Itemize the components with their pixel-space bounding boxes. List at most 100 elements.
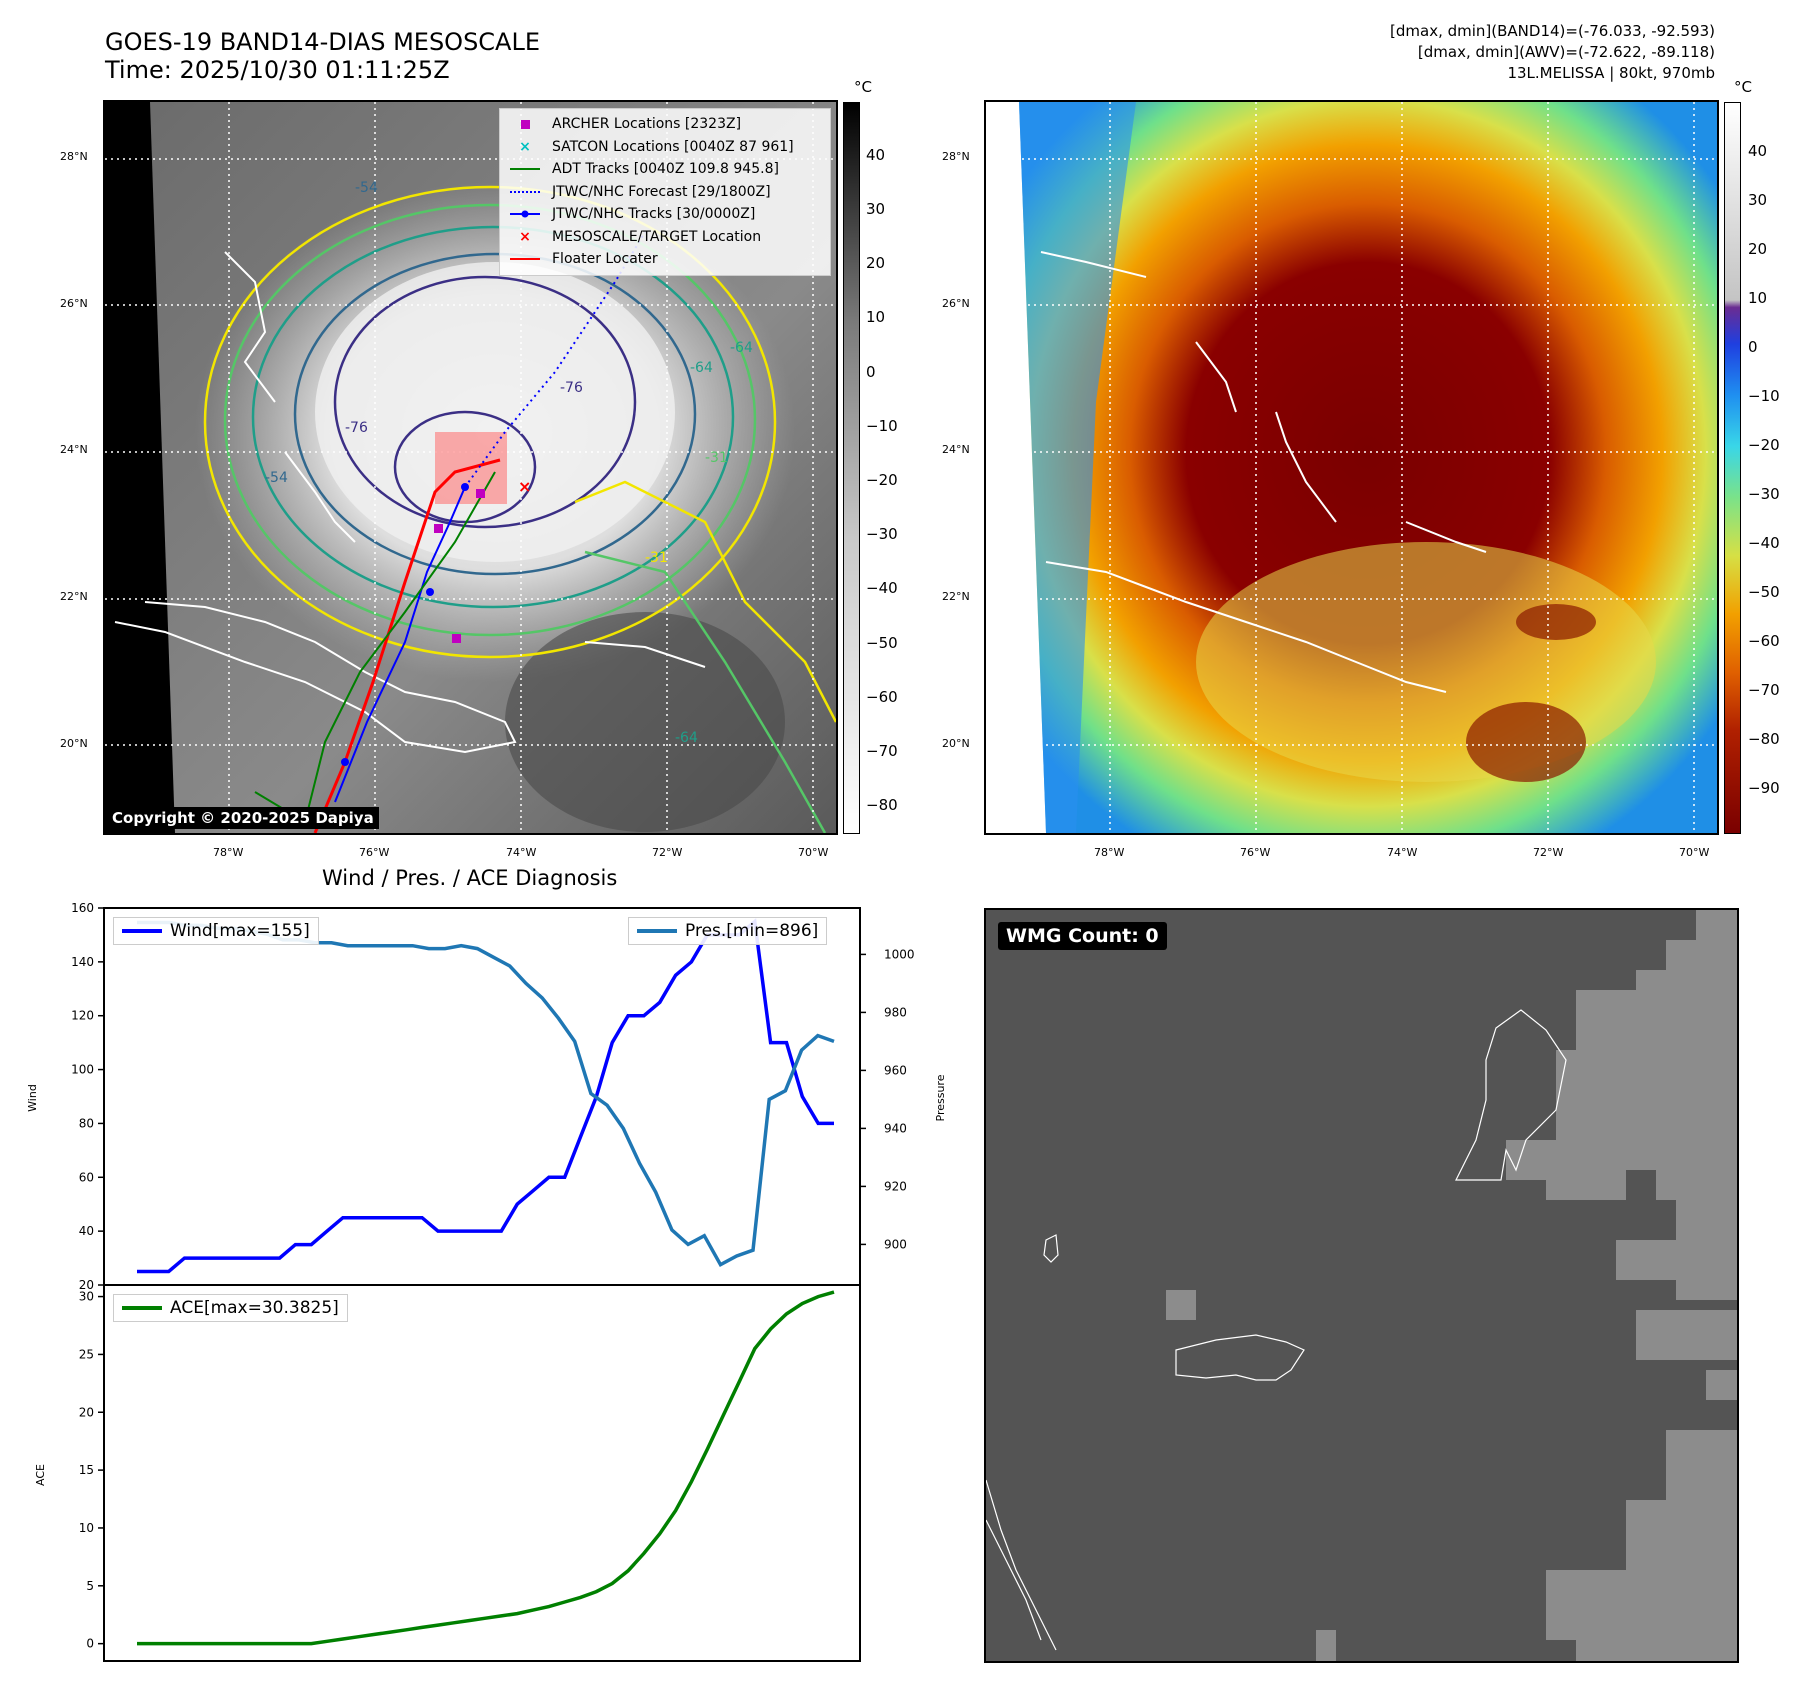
lon-tick-76: 76°W: [359, 846, 390, 859]
lcb-tick-m40: −40: [866, 579, 898, 597]
storm-info: 13L.MELISSA | 80kt, 970mb: [1507, 64, 1715, 82]
target-symbol: ×: [519, 228, 531, 245]
r-lon-tick-78: 78°W: [1094, 846, 1125, 859]
contour-labels: -54 -76 -64 -64 -76 -54 -31 -31 -64: [265, 180, 753, 746]
rcb-tick-m70: −70: [1748, 681, 1780, 699]
dias-map-panel[interactable]: [984, 100, 1719, 835]
figure-title: GOES-19 BAND14-DIAS MESOSCALE: [105, 28, 541, 56]
rcb-tick-20: 20: [1748, 240, 1768, 258]
wind-tick-label-120: 120: [71, 1009, 94, 1023]
right-colorbar-unit: °C: [1734, 78, 1752, 96]
dias-east-cell: [1516, 604, 1596, 640]
lcb-tick-m50: −50: [866, 634, 898, 652]
lcb-tick-30: 30: [866, 200, 886, 218]
contour-label-7: -31: [645, 550, 668, 566]
bahamas-coast-center: [284, 451, 356, 543]
rcb-tick-m60: −60: [1748, 632, 1780, 650]
ace-series-line: [137, 1290, 835, 1646]
wind-legend-swatch: [122, 929, 162, 933]
ace-y-ticks: 0 5 10 15 20 25 30: [79, 1290, 104, 1651]
lat-tick-28: 28°N: [60, 150, 88, 163]
lcb-tick-m20: −20: [866, 471, 898, 489]
lcb-tick-40: 40: [866, 146, 886, 164]
lon-tick-74: 74°W: [506, 846, 537, 859]
pressure-tick-label-960: 960: [884, 1063, 907, 1077]
contour-green: [223, 203, 757, 637]
ace-axes-frame: [103, 1284, 861, 1662]
stats-awv: [dmax, dmin](AWV)=(-72.622, -89.118): [1417, 43, 1715, 61]
contour-teal: [251, 225, 735, 609]
rcb-tick-m90: −90: [1748, 779, 1780, 797]
archer-point-1: [434, 524, 443, 533]
rcb-tick-m30: −30: [1748, 485, 1780, 503]
ace-legend-swatch: [122, 1306, 162, 1310]
r-lon-tick-76: 76°W: [1240, 846, 1271, 859]
dias-bahamas-2: [1275, 411, 1337, 523]
diagnosis-title: Wind / Pres. / ACE Diagnosis: [322, 866, 618, 890]
satcon-symbol: ×: [519, 138, 531, 155]
pressure-legend-swatch: [637, 929, 677, 933]
dias-florida-coast: [1040, 251, 1147, 278]
ace-legend-label: ACE[max=30.3825]: [170, 1298, 339, 1318]
wmg-coast-west-1: [986, 1479, 1057, 1651]
rcb-tick-m40: −40: [1748, 534, 1780, 552]
ace-tick-label-20: 20: [79, 1405, 94, 1419]
legend-satcon: × SATCON Locations [0040Z 87 961]: [508, 136, 822, 159]
r-lon-tick-70: 70°W: [1679, 846, 1710, 859]
wmg-islet: [1043, 1234, 1059, 1263]
rcb-tick-30: 30: [1748, 191, 1768, 209]
legend-satcon-label: SATCON Locations [0040Z 87 961]: [552, 138, 794, 155]
wind-y-ticks: 20 40 60 80 100 120 140 160: [71, 901, 104, 1292]
ace-tick-label-30: 30: [79, 1290, 94, 1304]
lcb-tick-m60: −60: [866, 688, 898, 706]
legend-archer-label: ARCHER Locations [2323Z]: [552, 116, 742, 133]
pressure-tick-label-980: 980: [884, 1005, 907, 1019]
left-colorbar-unit: °C: [854, 78, 872, 96]
wmg-count-badge: WMG Count: 0: [998, 922, 1167, 950]
jtwc-track-line: [334, 486, 466, 803]
r-lat-tick-24: 24°N: [942, 443, 970, 456]
contour-yellow-outer: [203, 185, 777, 659]
lcb-tick-m10: −10: [866, 417, 898, 435]
lon-tick-72: 72°W: [652, 846, 683, 859]
contour-label-8: -31: [705, 450, 728, 466]
legend-tracks-label: JTWC/NHC Tracks [30/0000Z]: [552, 206, 756, 223]
left-colorbar: [843, 102, 860, 834]
tracks-symbol: [508, 209, 542, 219]
dias-south-cell: [1466, 702, 1586, 782]
pressure-y-ticks: 900 920 940 960 980 1000: [860, 947, 915, 1251]
dias-cuba-coastline: [1045, 561, 1447, 693]
contour-label-6: -54: [265, 470, 288, 486]
contour-blue: [293, 252, 697, 576]
pressure-axis-label: Pressure: [934, 1074, 947, 1121]
r-lat-tick-22: 22°N: [942, 590, 970, 603]
r-lat-tick-26: 26°N: [942, 297, 970, 310]
archer-symbol: [508, 119, 542, 129]
r-lat-tick-20: 20°N: [942, 737, 970, 750]
r-lon-tick-72: 72°W: [1533, 846, 1564, 859]
r-lon-tick-74: 74°W: [1387, 846, 1418, 859]
right-colorbar: [1724, 102, 1741, 834]
legend-floater: Floater Locater: [508, 248, 822, 271]
target-marker: ×: [518, 477, 531, 496]
ace-tick-label-25: 25: [79, 1347, 94, 1361]
lat-tick-26: 26°N: [60, 297, 88, 310]
bahamas-coast-west: [224, 251, 276, 403]
lcb-tick-20: 20: [866, 254, 886, 272]
wind-tick-label-140: 140: [71, 955, 94, 969]
wmg-panel[interactable]: WMG Count: 0: [984, 908, 1739, 1663]
band14-map-panel[interactable]: × -54 -76 -64 -64 -76 -54 -31 -31 -64 AR…: [103, 100, 838, 835]
dias-bahamas-3: [1405, 521, 1487, 553]
legend-target-label: MESOSCALE/TARGET Location: [552, 228, 762, 245]
legend-adt-label: ADT Tracks [0040Z 109.8 945.8]: [552, 161, 779, 178]
wind-tick-label-40: 40: [79, 1224, 94, 1238]
rcb-tick-0: 0: [1748, 338, 1758, 356]
lat-tick-24: 24°N: [60, 443, 88, 456]
rcb-tick-m80: −80: [1748, 730, 1780, 748]
rcb-tick-10: 10: [1748, 289, 1768, 307]
pressure-tick-label-920: 920: [884, 1179, 907, 1193]
wind-tick-label-160: 160: [71, 901, 94, 915]
wind-legend: Wind[max=155]: [113, 917, 319, 945]
contour-indigo-inner: [393, 410, 537, 524]
wind-tick-label-80: 80: [79, 1116, 94, 1130]
